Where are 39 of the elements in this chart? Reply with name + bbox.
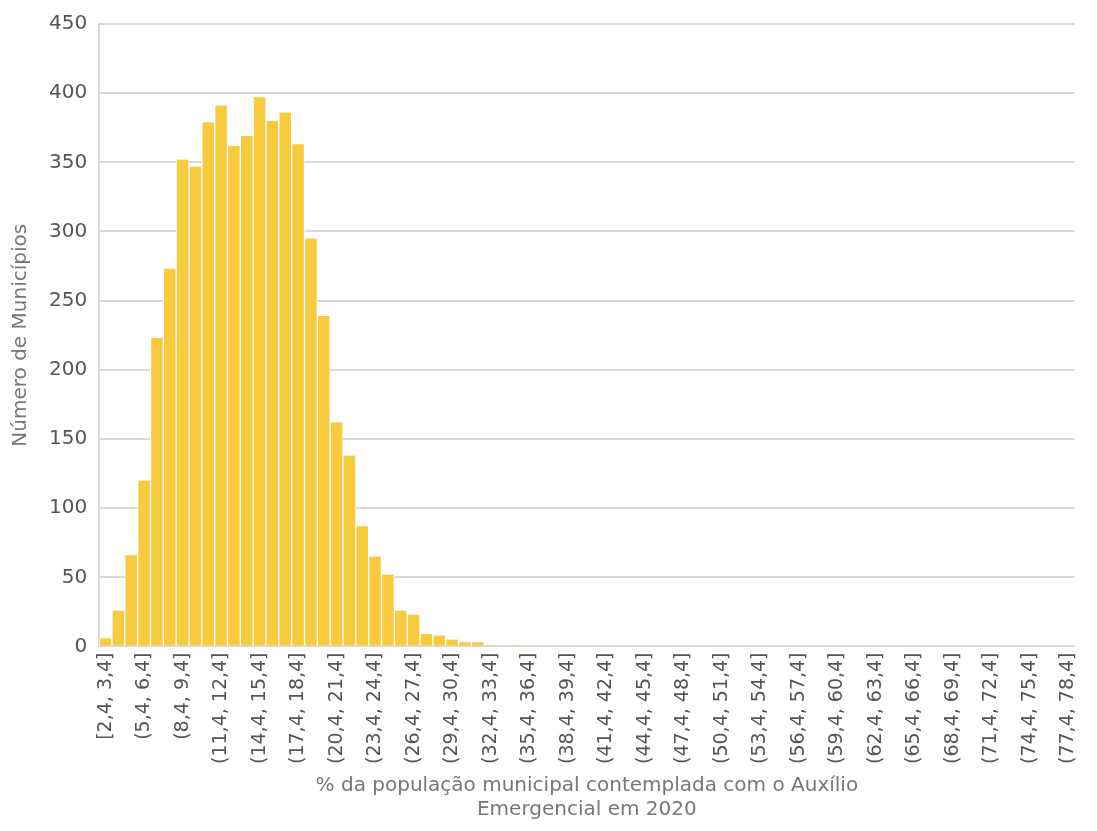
y-tick-label: 150 [48, 425, 88, 450]
x-tick-label: (26,4, 27,4] [400, 652, 423, 764]
x-tick-label: (5,4, 6,4] [131, 652, 154, 740]
x-tick-label: (20,4, 21,4] [323, 652, 346, 764]
x-tick-label: [2,4, 3,4] [92, 652, 115, 740]
x-tick-label: (59,4, 60,4] [824, 652, 847, 764]
x-tick-label: (65,4, 66,4] [901, 652, 924, 764]
x-tick-label: (68,4, 69,4] [939, 652, 962, 764]
text: Emergencial em 2020 [476, 796, 697, 821]
x-tick-label: (29,4, 30,4] [439, 652, 462, 764]
x-tick-label: (32,4, 33,4] [477, 652, 500, 764]
x-tick-label: (14,4, 15,4] [246, 652, 269, 764]
y-tick-label: 300 [48, 217, 88, 242]
x-tick-label: (50,4, 51,4] [708, 652, 731, 764]
x-tick-label: (35,4, 36,4] [516, 652, 539, 764]
y-tick-label: 0 [74, 632, 88, 657]
x-tick-label: (56,4, 57,4] [785, 652, 808, 764]
y-tick-label: 250 [48, 286, 88, 311]
x-tick-label: (77,4, 78,4] [1055, 652, 1078, 764]
y-tick-label: 100 [48, 494, 88, 519]
x-tick-label: (71,4, 72,4] [978, 652, 1001, 764]
x-tick-label: (47,4, 48,4] [670, 652, 693, 764]
text: % da população municipal contemplada com o Auxílio [315, 772, 859, 797]
x-tick-label: (74,4, 75,4] [1016, 652, 1039, 764]
y-tick-label: 450 [48, 10, 88, 35]
y-tick-label: 200 [48, 356, 88, 381]
x-tick-label: (44,4, 45,4] [631, 652, 654, 764]
y-tick-label: 50 [61, 563, 88, 588]
x-tick-label: (53,4, 54,4] [747, 652, 770, 764]
x-tick-label: (11,4, 12,4] [208, 652, 231, 764]
y-tick-label: 350 [48, 148, 88, 173]
x-tick-label: (38,4, 39,4] [554, 652, 577, 764]
y-tick-label: 400 [48, 79, 88, 104]
y-axis-title: Número de Municípios [7, 223, 32, 447]
x-tick-label: (17,4, 18,4] [285, 652, 308, 764]
x-tick-label: (8,4, 9,4] [169, 652, 192, 740]
x-tick-label: (62,4, 63,4] [862, 652, 885, 764]
x-tick-label: (23,4, 24,4] [362, 652, 385, 764]
x-tick-label: (41,4, 42,4] [593, 652, 616, 764]
